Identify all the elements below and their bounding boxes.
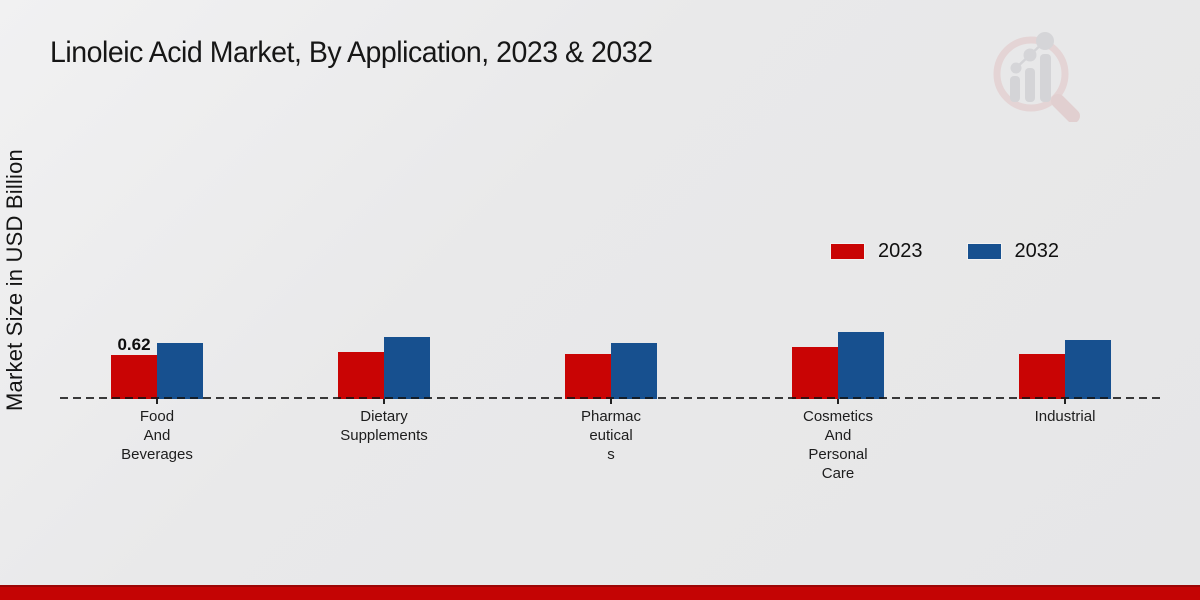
legend-item-2023: 2023 bbox=[830, 240, 923, 263]
x-axis-label-4: Industrial bbox=[985, 407, 1145, 426]
legend-label-2032: 2032 bbox=[1014, 240, 1060, 262]
bar-data-label: 0.62 bbox=[117, 335, 151, 354]
x-axis-tick-2 bbox=[610, 399, 612, 404]
legend-swatch-2023 bbox=[830, 243, 865, 260]
x-axis-label-1: Dietary Supplements bbox=[304, 407, 464, 445]
legend: 2023 2032 bbox=[830, 240, 1059, 263]
x-axis-label-line: Industrial bbox=[1034, 408, 1096, 425]
bar-2023-category-0 bbox=[111, 355, 157, 399]
legend-swatch-2032 bbox=[966, 243, 1002, 260]
x-axis-label-line: eutical bbox=[589, 427, 633, 444]
bar-2032-category-3 bbox=[838, 332, 884, 399]
x-axis-label-0: Food And Beverages bbox=[77, 407, 237, 464]
bar-2023-category-3 bbox=[792, 347, 838, 399]
bar-2032-category-4 bbox=[1065, 340, 1111, 399]
x-axis-tick-0 bbox=[156, 399, 158, 404]
legend-label-2023: 2023 bbox=[878, 240, 923, 262]
x-axis-label-line: Care bbox=[821, 465, 855, 482]
x-axis-tick-4 bbox=[1064, 399, 1066, 404]
x-axis-label-2: Pharmac eutical s bbox=[531, 407, 691, 464]
bar-2023-category-2 bbox=[565, 354, 611, 399]
bar-2032-category-1 bbox=[384, 337, 430, 399]
x-axis-label-line: s bbox=[607, 446, 615, 463]
bar-2032-category-2 bbox=[611, 343, 657, 399]
zero-baseline-dashed bbox=[60, 397, 1160, 399]
x-axis-label-line: Food bbox=[139, 408, 175, 425]
footer-accent-bar bbox=[0, 585, 1200, 600]
x-axis-label-line: And bbox=[824, 427, 852, 444]
x-axis-tick-3 bbox=[837, 399, 839, 404]
bar-2023-category-1 bbox=[338, 352, 384, 399]
x-axis-label-line: Pharmac bbox=[580, 408, 642, 425]
x-axis-label-line: Cosmetics bbox=[802, 408, 873, 425]
x-axis-label-3: Cosmetics And Personal Care bbox=[758, 407, 918, 483]
bar-2032-category-0 bbox=[157, 343, 203, 399]
x-axis-label-line: And bbox=[143, 427, 171, 444]
x-axis-label-line: Personal bbox=[808, 446, 868, 463]
x-axis-label-line: Beverages bbox=[121, 446, 193, 463]
magnifier-bar-chart-logo-watermark bbox=[993, 32, 1080, 122]
x-axis-label-line: Supplements bbox=[340, 427, 428, 444]
chart-title: Linoleic Acid Market, By Application, 20… bbox=[50, 36, 653, 69]
x-axis-label-line: Dietary bbox=[360, 408, 408, 425]
legend-item-2032: 2032 bbox=[966, 240, 1060, 263]
x-axis-tick-1 bbox=[383, 399, 385, 404]
bar-2023-category-4 bbox=[1019, 354, 1065, 399]
